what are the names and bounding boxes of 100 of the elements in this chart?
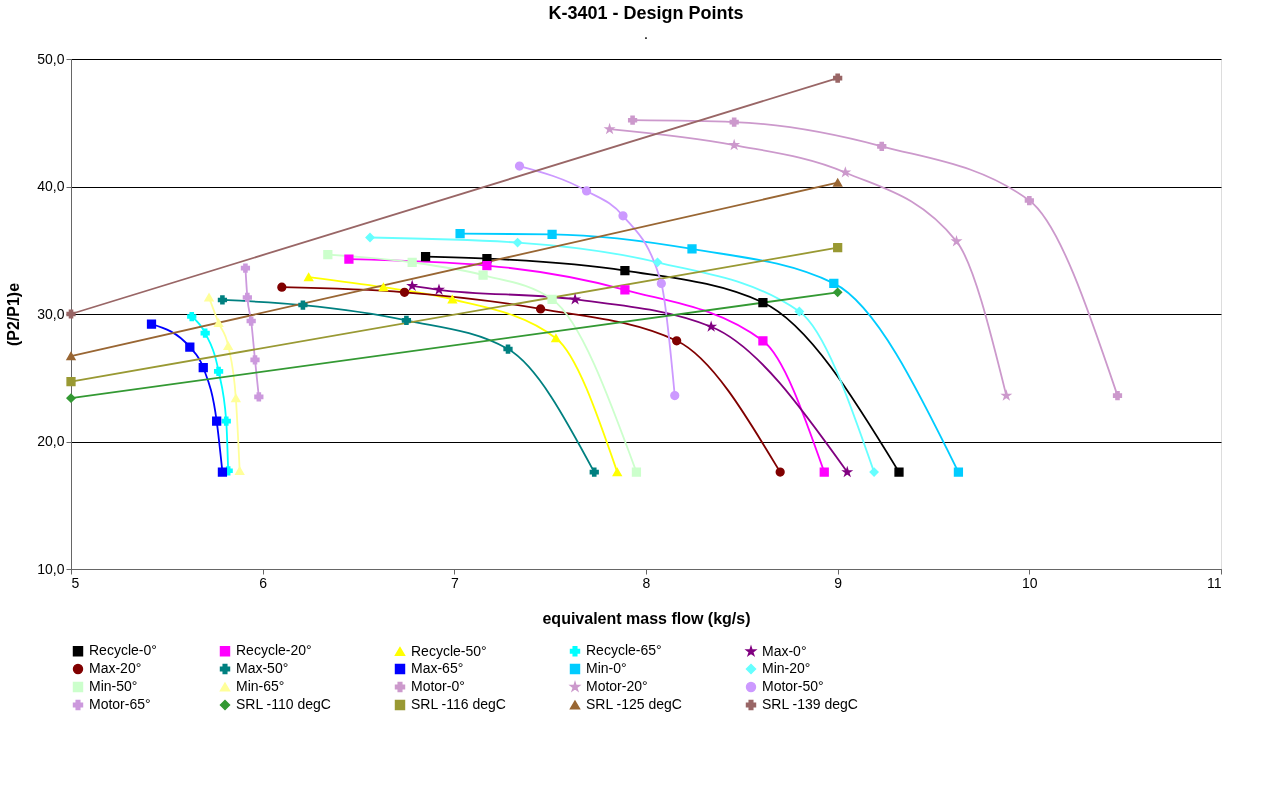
legend-label: Max-65° <box>411 660 464 676</box>
point <box>547 294 557 304</box>
x-tick-label: 11 <box>1206 574 1222 591</box>
point <box>447 295 458 304</box>
point <box>620 285 630 295</box>
point <box>420 252 431 262</box>
point <box>612 468 622 477</box>
point <box>570 294 580 304</box>
legend-label: Min-20° <box>762 660 811 676</box>
point <box>401 315 412 325</box>
legend-label: Motor-20° <box>586 678 648 694</box>
y-axis-title: (P2/P1)e <box>5 282 23 347</box>
x-tick-label: 10 <box>1022 574 1038 591</box>
point <box>221 416 231 426</box>
point <box>581 186 592 196</box>
point <box>298 300 308 310</box>
point <box>894 467 904 477</box>
point <box>1024 195 1034 206</box>
point <box>185 342 195 352</box>
x-tick-label: 5 <box>71 574 80 591</box>
point <box>217 295 228 305</box>
point <box>672 336 682 346</box>
point <box>829 278 839 289</box>
x-tick-label: 9 <box>834 574 843 591</box>
point <box>627 115 638 125</box>
point <box>407 257 417 267</box>
point <box>551 334 561 343</box>
point <box>240 263 251 273</box>
point <box>277 282 287 292</box>
point <box>200 328 210 338</box>
point <box>231 394 241 403</box>
point <box>254 392 264 402</box>
point <box>670 390 680 401</box>
point <box>323 250 333 260</box>
point <box>618 211 628 221</box>
y-tick-label: 40,0 <box>37 178 65 194</box>
point <box>344 254 354 264</box>
legend-label: Recycle-65° <box>586 642 662 659</box>
legend-label: Recycle-20° <box>236 642 312 659</box>
point <box>833 243 843 253</box>
point <box>213 366 224 376</box>
point <box>775 467 785 477</box>
point <box>365 232 375 243</box>
point <box>620 266 630 276</box>
point <box>204 293 214 302</box>
point <box>198 362 208 373</box>
point <box>212 416 222 426</box>
point <box>656 278 666 289</box>
point <box>819 467 829 477</box>
point <box>729 140 739 149</box>
point <box>953 467 964 477</box>
point <box>455 229 465 239</box>
point <box>687 244 697 254</box>
point <box>758 297 768 308</box>
point <box>652 257 663 267</box>
point <box>217 467 228 477</box>
point <box>833 287 843 297</box>
legend-label: Max-50° <box>236 660 289 676</box>
legend-label: Min-0° <box>586 660 627 676</box>
legend-label: Motor-0° <box>411 678 465 694</box>
legend-label: SRL -110 degC <box>236 696 331 712</box>
legend-label: Motor-65° <box>89 696 151 712</box>
point <box>840 167 850 177</box>
legend-label: Recycle-0° <box>89 642 157 659</box>
legend-label: Min-50° <box>89 678 138 694</box>
legend-label: Min-65° <box>236 678 285 694</box>
x-axis-title: equivalent mass flow (kg/s) <box>542 609 751 627</box>
point <box>535 304 546 314</box>
y-tick-label: 10,0 <box>37 560 65 577</box>
point <box>482 260 492 271</box>
y-tick-label: 30,0 <box>37 305 65 322</box>
point <box>235 466 245 475</box>
point <box>146 319 157 329</box>
point <box>304 272 314 282</box>
point <box>758 336 768 346</box>
point <box>66 309 76 319</box>
point <box>877 141 887 151</box>
point <box>478 270 488 280</box>
point <box>66 393 76 403</box>
point <box>1112 390 1123 401</box>
point <box>250 355 260 365</box>
point <box>399 287 410 297</box>
point <box>223 341 233 350</box>
point <box>1001 390 1011 400</box>
chart-title: K-3401 - Design Points <box>548 3 744 23</box>
point <box>213 318 224 328</box>
point <box>869 467 879 477</box>
legend-label: Recycle-50° <box>411 642 487 659</box>
chart-subtitle: . <box>643 25 649 42</box>
legend-label: SRL -139 degC <box>762 696 858 712</box>
point <box>503 344 513 354</box>
point <box>729 117 739 127</box>
point <box>242 292 252 303</box>
legend-label: SRL -125 degC <box>586 696 682 712</box>
y-tick-label: 50,0 <box>37 50 65 67</box>
legend-label: SRL -116 degC <box>411 696 506 712</box>
point <box>187 311 197 322</box>
point <box>833 73 843 83</box>
x-tick-label: 7 <box>450 574 459 591</box>
point <box>66 376 76 387</box>
